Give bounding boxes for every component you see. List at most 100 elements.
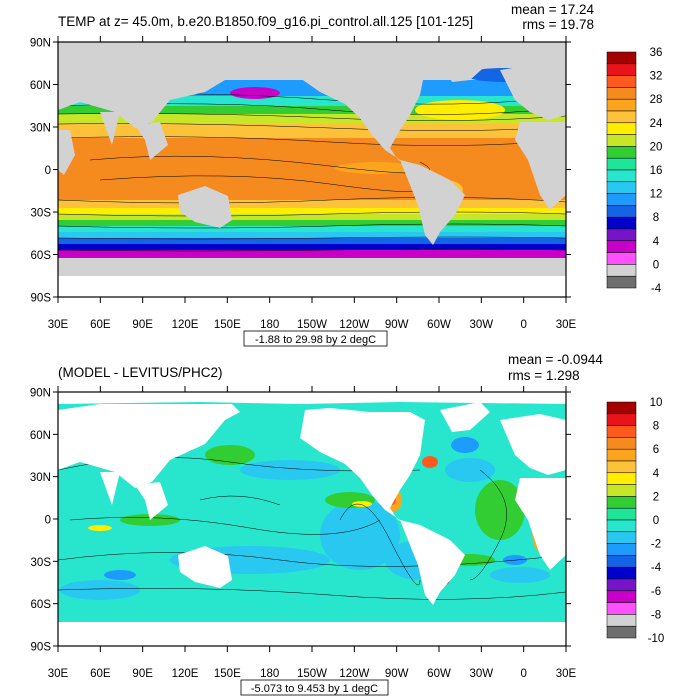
bottom-lon-label: 90E: [132, 668, 153, 680]
top-colorbar-swatch: [606, 275, 637, 289]
bottom-lon-labels: 30E 60E 90E 120E 150E 180 150W 120W 90W 60W 30W 0 30…: [48, 668, 577, 680]
bottom-colorbar-swatch: [606, 437, 637, 450]
bottom-colorbar-swatch: [606, 413, 637, 426]
top-colorbar-swatch: [606, 146, 637, 159]
bottom-colorbar-label: -2: [651, 539, 661, 551]
bottom-colorbar-swatch: [606, 460, 637, 474]
bottom-colorbar: [606, 401, 637, 639]
band-midlat-s1: [58, 208, 566, 214]
arctic-magenta: [230, 87, 280, 99]
bottom-land-australia: [178, 546, 232, 588]
band-subtrop-n: [58, 124, 566, 138]
top-colorbar: [606, 51, 637, 289]
bottom-land-eurasia: [58, 404, 240, 488]
bottom-colorbar-label: 2: [653, 491, 659, 503]
bottom-colorbar-swatch: [606, 496, 637, 509]
top-lat-label: 60S: [31, 250, 52, 262]
bottom-mean: mean = -0.0944: [508, 352, 603, 367]
top-lon-label: 60E: [90, 319, 111, 331]
top-colorbar-swatch: [606, 216, 637, 230]
bottom-land-europe: [500, 414, 566, 475]
top-rms: rms = 19.78: [522, 17, 594, 32]
top-colorbar-swatch: [606, 134, 637, 147]
top-colorbar-swatch: [606, 122, 637, 135]
bottom-colorbar-swatch: [606, 614, 637, 627]
land-north-america: [300, 58, 425, 165]
top-colorbar-label: 4: [653, 236, 660, 248]
bottom-colorbar-label: 0: [653, 515, 659, 527]
band-subtrop-s: [58, 200, 566, 208]
bottom-lat-label: 90N: [30, 388, 51, 400]
band-midlat-n2: [58, 106, 566, 114]
bottom-contours: [58, 457, 566, 600]
bottom-colorbar-swatch: [606, 531, 637, 544]
top-lon-labels: 30E 60E 90E 120E 150E 180 150W 120W 90W 60W 30W 0 30…: [48, 319, 577, 331]
top-colorbar-label: 16: [650, 165, 663, 177]
top-colorbar-label: 36: [650, 47, 663, 59]
top-lon-label: 120E: [172, 319, 199, 331]
top-lon-label: 30W: [470, 319, 494, 331]
bottom-colorbar-swatch: [606, 448, 637, 462]
top-lon-label: 150E: [214, 319, 241, 331]
bottom-lon-label: 150E: [214, 668, 241, 680]
top-lon-label: 0: [520, 319, 526, 331]
bottom-colorbar-label: 6: [653, 444, 659, 456]
top-subtitle: -1.88 to 29.98 by 2 degC: [255, 334, 376, 346]
top-colorbar-swatch: [606, 193, 637, 206]
top-colorbar-swatch: [606, 63, 637, 76]
bottom-land-africa: [515, 478, 566, 570]
top-lon-label: 60W: [427, 319, 451, 331]
top-colorbar-label: 0: [653, 259, 659, 271]
top-lon-label: 90W: [385, 319, 409, 331]
band-sub-ant-1: [58, 226, 566, 232]
bottom-land-antarctica: [58, 622, 566, 646]
bottom-lon-label: 30W: [470, 668, 494, 680]
bottom-lat-labels: 90N 60N 30N 0 30S 60S 90S: [30, 388, 51, 654]
bottom-colorbar-swatch: [606, 425, 637, 438]
bottom-colorbar-label: -8: [651, 609, 661, 621]
top-panel: TEMP at z= 45.0m, b.e20.B1850.f09_g16.pi…: [30, 2, 663, 347]
top-subtitle-box: -1.88 to 29.98 by 2 degC: [243, 330, 388, 347]
top-lon-label: 30E: [48, 319, 69, 331]
bottom-lon-label: 60W: [427, 668, 451, 680]
top-map: [58, 42, 566, 297]
bottom-colorbar-swatch: [606, 472, 637, 485]
bottom-lon-label: 30E: [48, 668, 69, 680]
band-midlat-n1: [58, 96, 566, 106]
top-colorbar-swatch: [606, 205, 637, 218]
top-lon-label: 30E: [556, 319, 577, 331]
bottom-lat-label: 60S: [31, 599, 52, 611]
top-colorbar-label: 32: [650, 71, 663, 83]
top-colorbar-swatch: [606, 87, 637, 100]
bottom-colorbar-swatch: [606, 401, 637, 415]
band-below-antarctica: [58, 276, 566, 297]
top-colorbar-labels: 36 32 28 24 20 16 12 8 4 0 -4: [650, 47, 663, 295]
land-india: [100, 112, 120, 145]
bottom-lon-label: 30E: [556, 668, 577, 680]
top-colorbar-label: 24: [650, 118, 663, 130]
bottom-lat-label: 0: [45, 515, 51, 527]
top-colorbar-swatch: [606, 264, 637, 277]
top-lon-label: 180: [260, 319, 279, 331]
bottom-colorbar-label: 4: [653, 468, 660, 480]
band-sub-ant-3: [58, 238, 566, 244]
top-colorbar-swatch: [606, 157, 637, 171]
top-colorbar-swatch: [606, 228, 637, 242]
top-colorbar-label: 12: [650, 189, 663, 201]
bottom-colorbar-swatch: [606, 519, 637, 533]
bottom-lon-label: 0: [520, 668, 526, 680]
land-africa-east: [58, 130, 75, 175]
top-lat-label: 30S: [31, 208, 52, 220]
bottom-map: [58, 392, 566, 646]
top-colorbar-swatch: [606, 252, 637, 265]
bottom-subtitle: -5.073 to 9.453 by 1 degC: [251, 683, 378, 695]
bottom-panel: (MODEL - LEVITUS/PHC2) mean = -0.0944 rm…: [30, 352, 664, 696]
band-sub-ant-2: [58, 232, 566, 238]
top-ticks: [53, 36, 571, 303]
top-colorbar-label: -4: [651, 283, 662, 295]
top-colorbar-swatch: [606, 181, 637, 194]
top-colorbar-swatch: [606, 51, 637, 65]
top-lon-label: 150W: [297, 319, 327, 331]
bottom-lon-label: 120W: [339, 668, 369, 680]
bottom-lon-label: 90W: [385, 668, 409, 680]
